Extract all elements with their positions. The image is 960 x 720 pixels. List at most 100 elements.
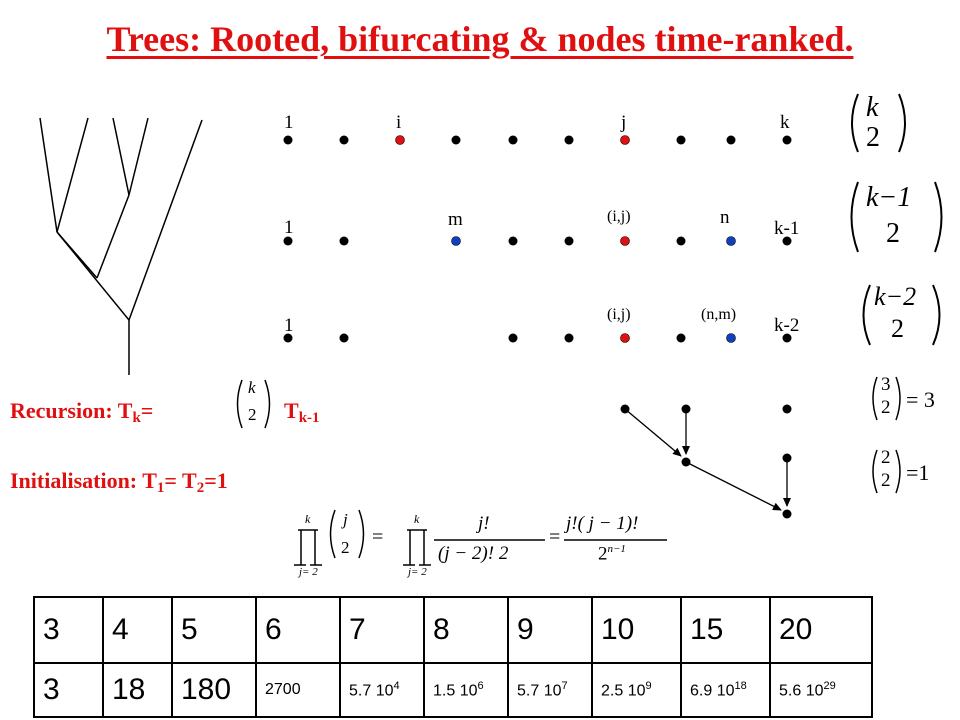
binom-2-result: =1 (906, 460, 930, 485)
row2-label-1: 1 (284, 217, 294, 238)
binom-3-bottom: 2 (881, 397, 891, 418)
value-mantissa: 5.7 10 (517, 682, 562, 700)
binom-3-top: 3 (881, 374, 891, 395)
value-exponent: 18 (734, 679, 747, 692)
value-mantissa: 5.6 10 (779, 682, 824, 700)
row2-label-k-1: k-1 (774, 218, 800, 239)
recursion-sub-k-1: k-1 (298, 410, 320, 426)
row2-label-ij: (i,j) (607, 208, 631, 225)
row2-label-m: m (448, 209, 463, 230)
lineage-dot (283, 236, 293, 246)
formula-shapes (294, 509, 667, 566)
binom-k2-top: k (866, 92, 879, 123)
row3-label-ij: (i,j) (607, 306, 631, 323)
lineage-dot-merged (620, 236, 630, 246)
lineage-dot (782, 404, 792, 414)
table-cell: 1.5 106 (423, 662, 509, 718)
recursion-prefix: Recursion: T (10, 398, 133, 423)
formula-binom-bottom: 2 (341, 538, 350, 557)
final-merge-diagram (620, 404, 792, 519)
binom-km2-bottom: 2 (891, 314, 904, 343)
tree-leaf-branch (56, 117, 89, 233)
binomial-2-2 (872, 449, 901, 494)
tree-count-table: 3 4 5 6 7 8 9 10 15 20 3 18 180 2700 5.7… (33, 596, 873, 718)
lineage-dot (283, 135, 293, 145)
row1-label-j: j (621, 112, 627, 133)
prod1-upper: k (305, 512, 311, 526)
table-cell: 15 (680, 596, 771, 664)
binom-km1-bottom: 2 (886, 218, 900, 249)
table-cell: 2700 (255, 662, 341, 718)
init-prefix: Initialisation: T (10, 468, 157, 493)
recursion-binom-top: k (248, 378, 256, 397)
row3-label-1: 1 (284, 315, 294, 336)
lineage-dot-selected (726, 236, 736, 246)
value-mantissa: 180 (181, 673, 232, 706)
binom-km1-top: k−1 (866, 182, 912, 213)
tree-leaf-branch (128, 117, 149, 196)
lineage-dot (782, 236, 792, 246)
lineage-dot (508, 333, 518, 343)
frac2-den-base: 2 (598, 543, 608, 565)
lineage-dot (564, 135, 574, 145)
binom-3-result: = 3 (906, 387, 935, 412)
lineage-dot-merged (726, 333, 736, 343)
binomial-k-minus-2 (862, 284, 941, 346)
table-cell: 9 (507, 596, 593, 664)
table-cell: 4 (102, 596, 173, 664)
table-cell: 20 (769, 596, 873, 664)
slide-title: Trees: Rooted, bifurcating & nodes time-… (106, 19, 854, 59)
table-cell: 6.9 1018 (680, 662, 771, 718)
formula-binom-top: j (343, 510, 348, 529)
lineage-dot-merged (620, 333, 630, 343)
value-mantissa: 1.5 10 (433, 682, 478, 700)
rooted-tree (39, 117, 203, 375)
lineage-dot-selected (395, 135, 405, 145)
recursion-t-prev: Tk-1 (284, 398, 320, 427)
value-mantissa: 3 (43, 673, 60, 706)
table-cell: 2.5 109 (591, 662, 682, 718)
dot-row-1 (283, 135, 792, 145)
value-exponent: 7 (561, 679, 568, 692)
lineage-dot (564, 236, 574, 246)
tree-leaf-branch (112, 117, 130, 196)
recursion-sub-k: k (132, 410, 141, 426)
value-mantissa: 18 (112, 673, 146, 706)
binom-2-bottom: 2 (881, 470, 891, 491)
binomial-k-2 (851, 93, 906, 153)
row2-label-n: n (720, 207, 730, 228)
lineage-dot (782, 453, 792, 463)
lineage-dot (676, 333, 686, 343)
lineage-dot (782, 333, 792, 343)
merge-arrow (685, 461, 782, 511)
lineage-dot (339, 236, 349, 246)
table-cell: 8 (423, 596, 509, 664)
tree-branch (128, 119, 203, 321)
row1-label-i: i (396, 112, 402, 133)
prod2-upper: k (414, 512, 420, 526)
value-exponent: 9 (645, 679, 652, 692)
lineage-dot (564, 333, 574, 343)
row1-label-1: 1 (284, 112, 294, 133)
recursion-equals: = (140, 398, 154, 423)
lineage-dot (339, 333, 349, 343)
lineage-dot (508, 135, 518, 145)
recursion-binom-bottom: 2 (248, 405, 257, 424)
lineage-dot (508, 236, 518, 246)
init-mid: = T (164, 468, 197, 493)
dot-row-3 (283, 333, 792, 343)
lineage-dot (726, 135, 736, 145)
value-exponent: 4 (393, 679, 400, 692)
binom-km2-top: k−2 (874, 282, 917, 311)
value-exponent: 29 (823, 679, 836, 692)
init-sub-1: 1 (156, 480, 165, 496)
lineage-dot (782, 509, 792, 519)
value-exponent: 6 (477, 679, 484, 692)
table-cell: 180 (171, 662, 257, 718)
row1-label-k: k (780, 112, 790, 133)
binomial-3-2 (872, 376, 901, 421)
table-cell: 18 (102, 662, 173, 718)
value-mantissa: 2700 (265, 681, 301, 698)
lineage-dot (681, 404, 691, 414)
value-mantissa: 5.7 10 (349, 682, 394, 700)
